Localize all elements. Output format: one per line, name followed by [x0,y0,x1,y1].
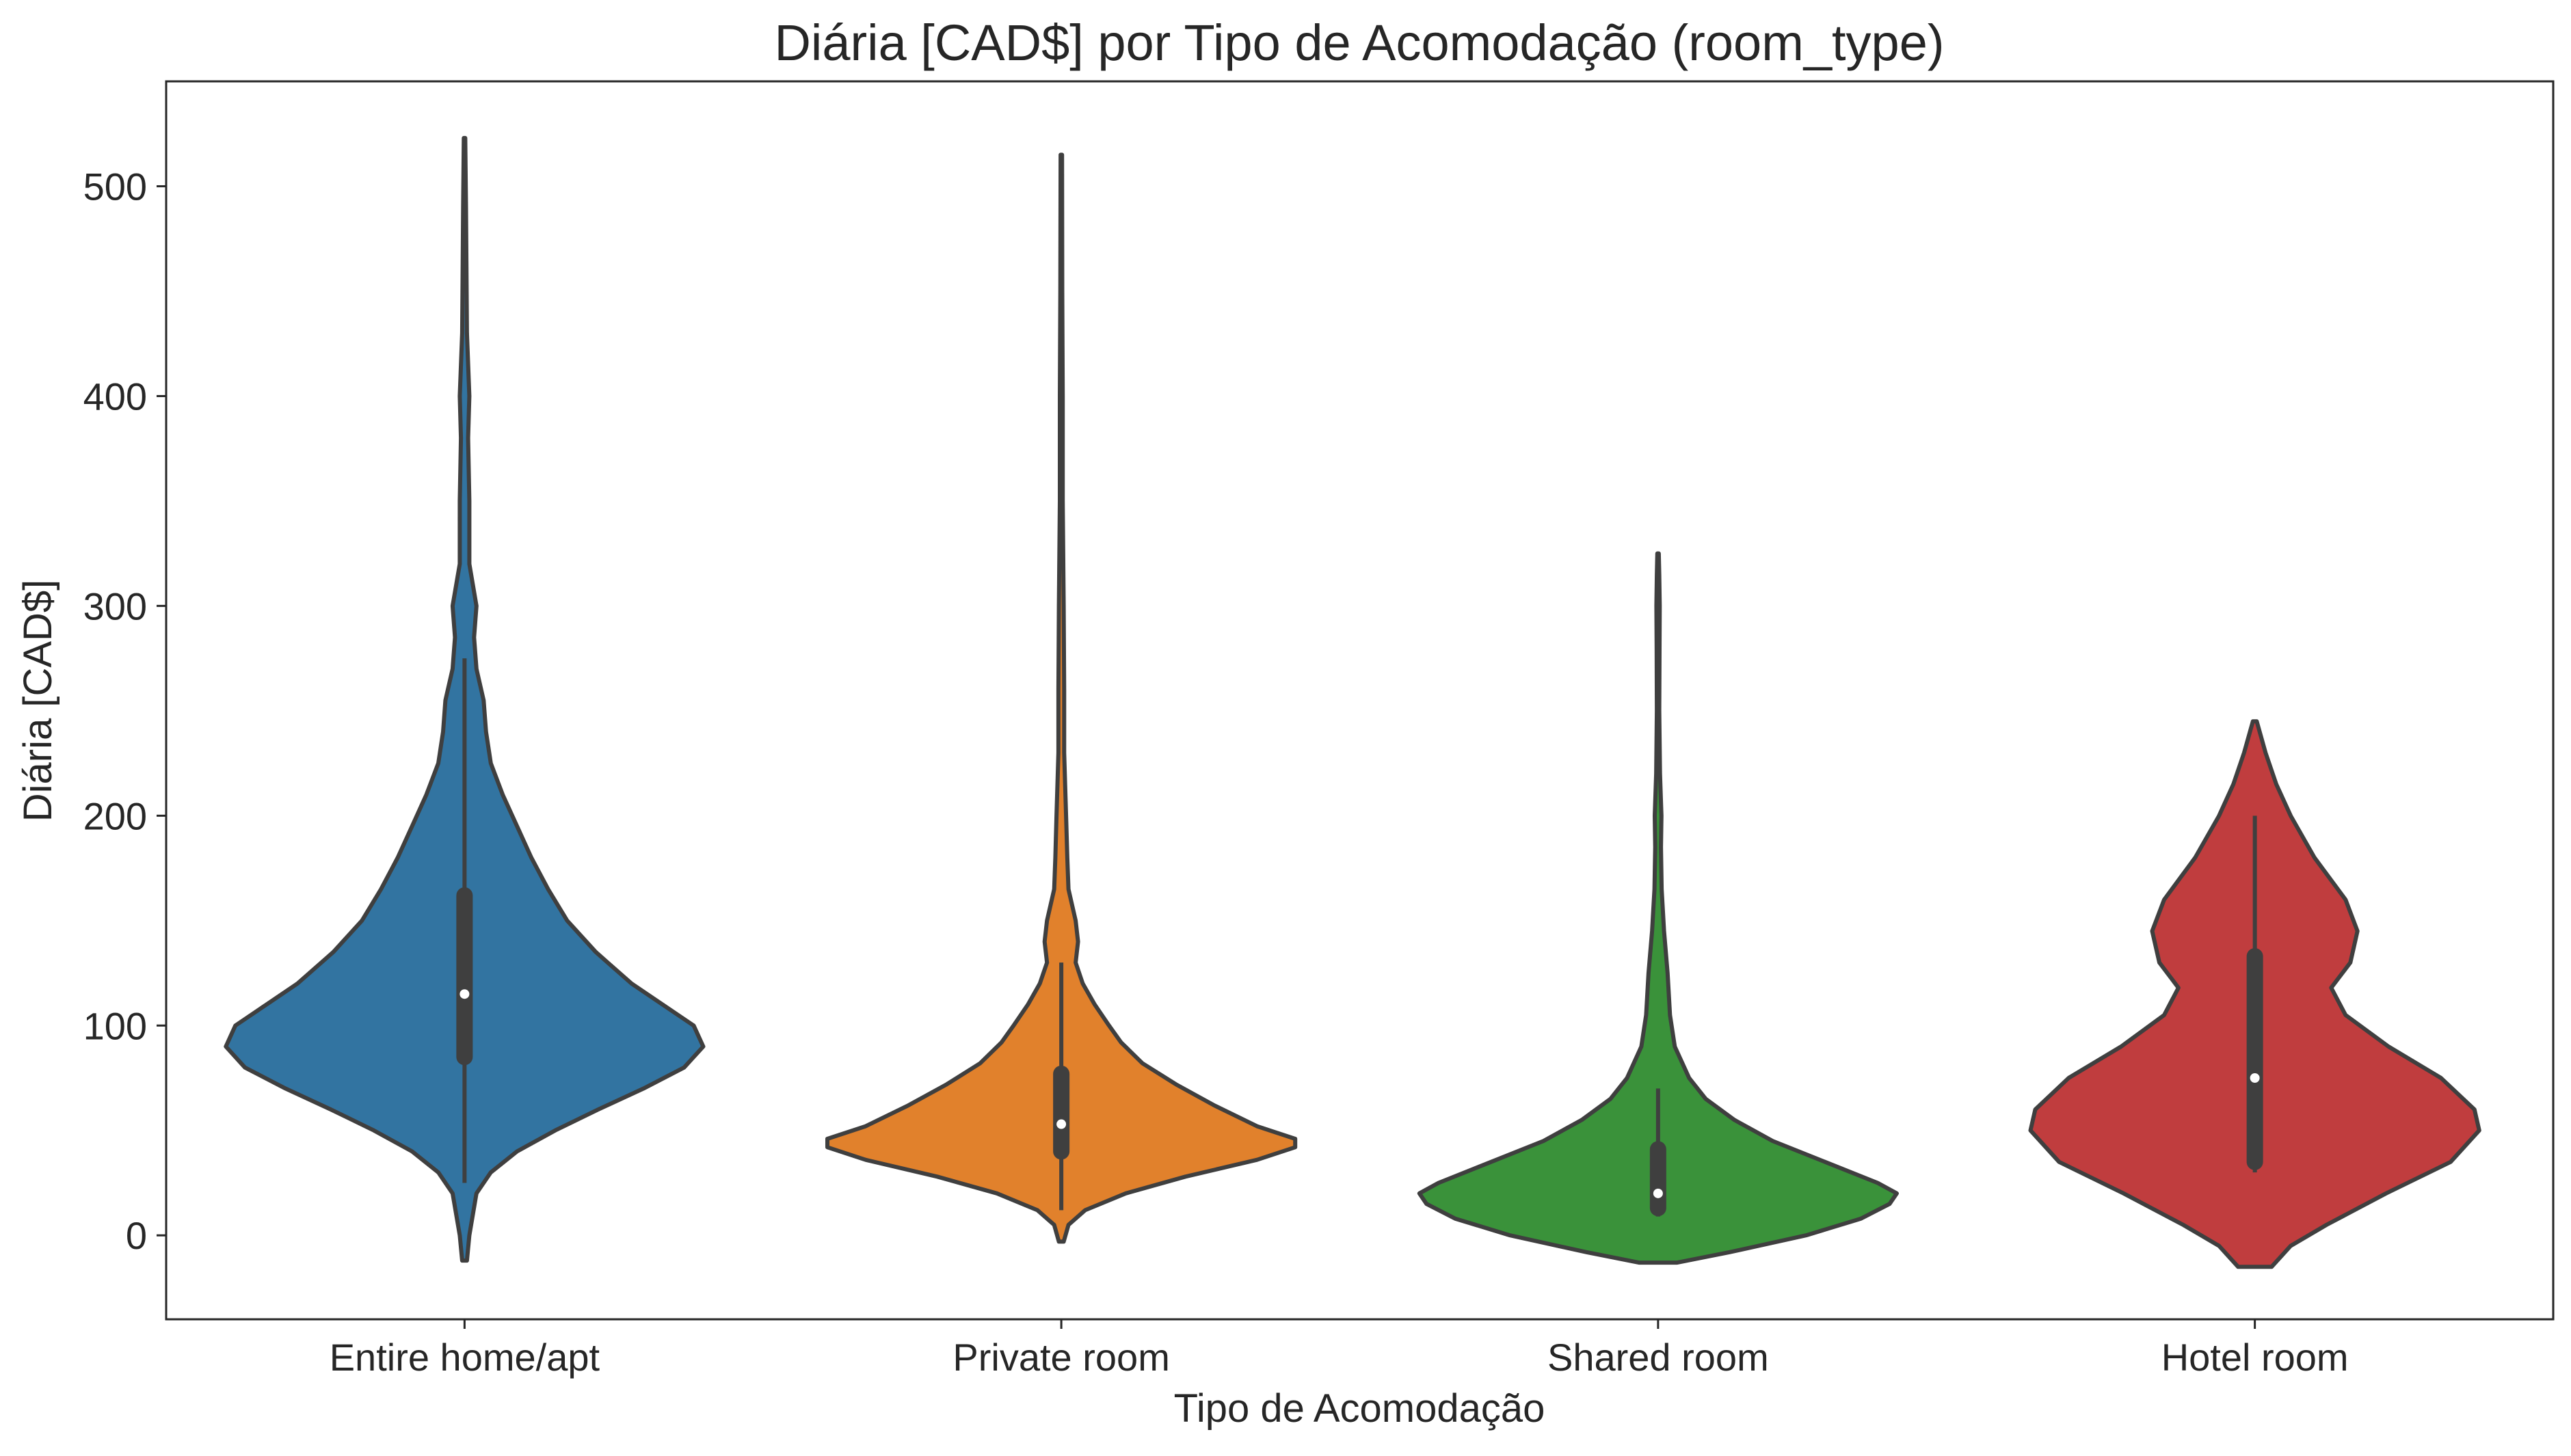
x-tick-label-3: Shared room [1547,1336,1769,1379]
chart-title: Diária [CAD$] por Tipo de Acomodação (ro… [774,14,1944,71]
y-tick-label-200: 200 [83,794,147,837]
plot-frame [165,80,2555,1321]
y-tick-label-0: 0 [126,1214,147,1257]
boxes-layer [456,658,2263,1217]
y-tick-label-100: 100 [83,1004,147,1047]
violin-3 [1417,551,1899,1265]
median-dot-3 [1653,1188,1663,1198]
x-axis: Entire home/apt Private room Shared room Ho… [330,1319,2349,1379]
y-tick-label-400: 400 [83,375,147,418]
median-dot-1 [459,989,470,999]
y-axis: 0 100 200 300 400 500 [83,165,166,1257]
violins-layer [224,135,2481,1269]
median-dot-4 [2250,1073,2260,1083]
median-dot-2 [1056,1119,1067,1129]
x-tick-label-4: Hotel room [2161,1336,2349,1379]
x-axis-label: Tipo de Acomodação [1174,1386,1545,1431]
violin-2 [825,152,1298,1244]
y-tick-label-500: 500 [83,165,147,208]
x-tick-label-2: Private room [953,1336,1169,1379]
y-tick-label-300: 300 [83,584,147,628]
y-axis-label: Diária [CAD$] [16,580,60,822]
x-tick-label-1: Entire home/apt [330,1336,600,1379]
